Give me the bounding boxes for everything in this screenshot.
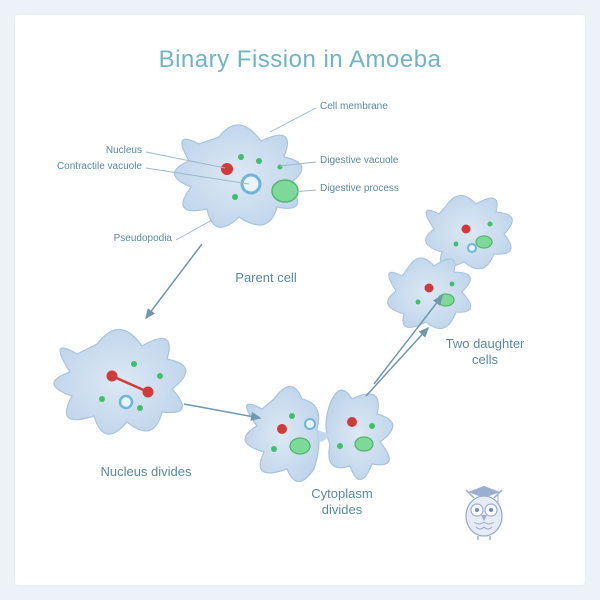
amoeba-parent	[174, 125, 301, 227]
label-contractile-vacuole: Contractile vacuole	[57, 161, 142, 172]
label-nucleus: Nucleus	[106, 145, 142, 156]
label-daughter-cells: Two daughtercells	[420, 336, 550, 369]
diagram-frame: Binary Fission in Amoeba	[14, 14, 586, 586]
label-nucleus-divides: Nucleus divides	[76, 464, 216, 480]
label-digestive-vacuole: Digestive vacuole	[320, 155, 398, 166]
label-cytoplasm-divides: Cytoplasmdivides	[282, 486, 402, 519]
owl-icon	[466, 486, 502, 540]
amoeba-nucleus-divides	[54, 329, 186, 434]
label-digestive-process: Digestive process	[320, 183, 399, 194]
label-parent-cell: Parent cell	[206, 270, 326, 286]
label-pseudopodia: Pseudopodia	[114, 233, 172, 244]
label-cell-membrane: Cell membrane	[320, 101, 388, 112]
amoeba-cytoplasm-divides	[245, 387, 393, 482]
amoeba-daughters	[388, 195, 513, 328]
